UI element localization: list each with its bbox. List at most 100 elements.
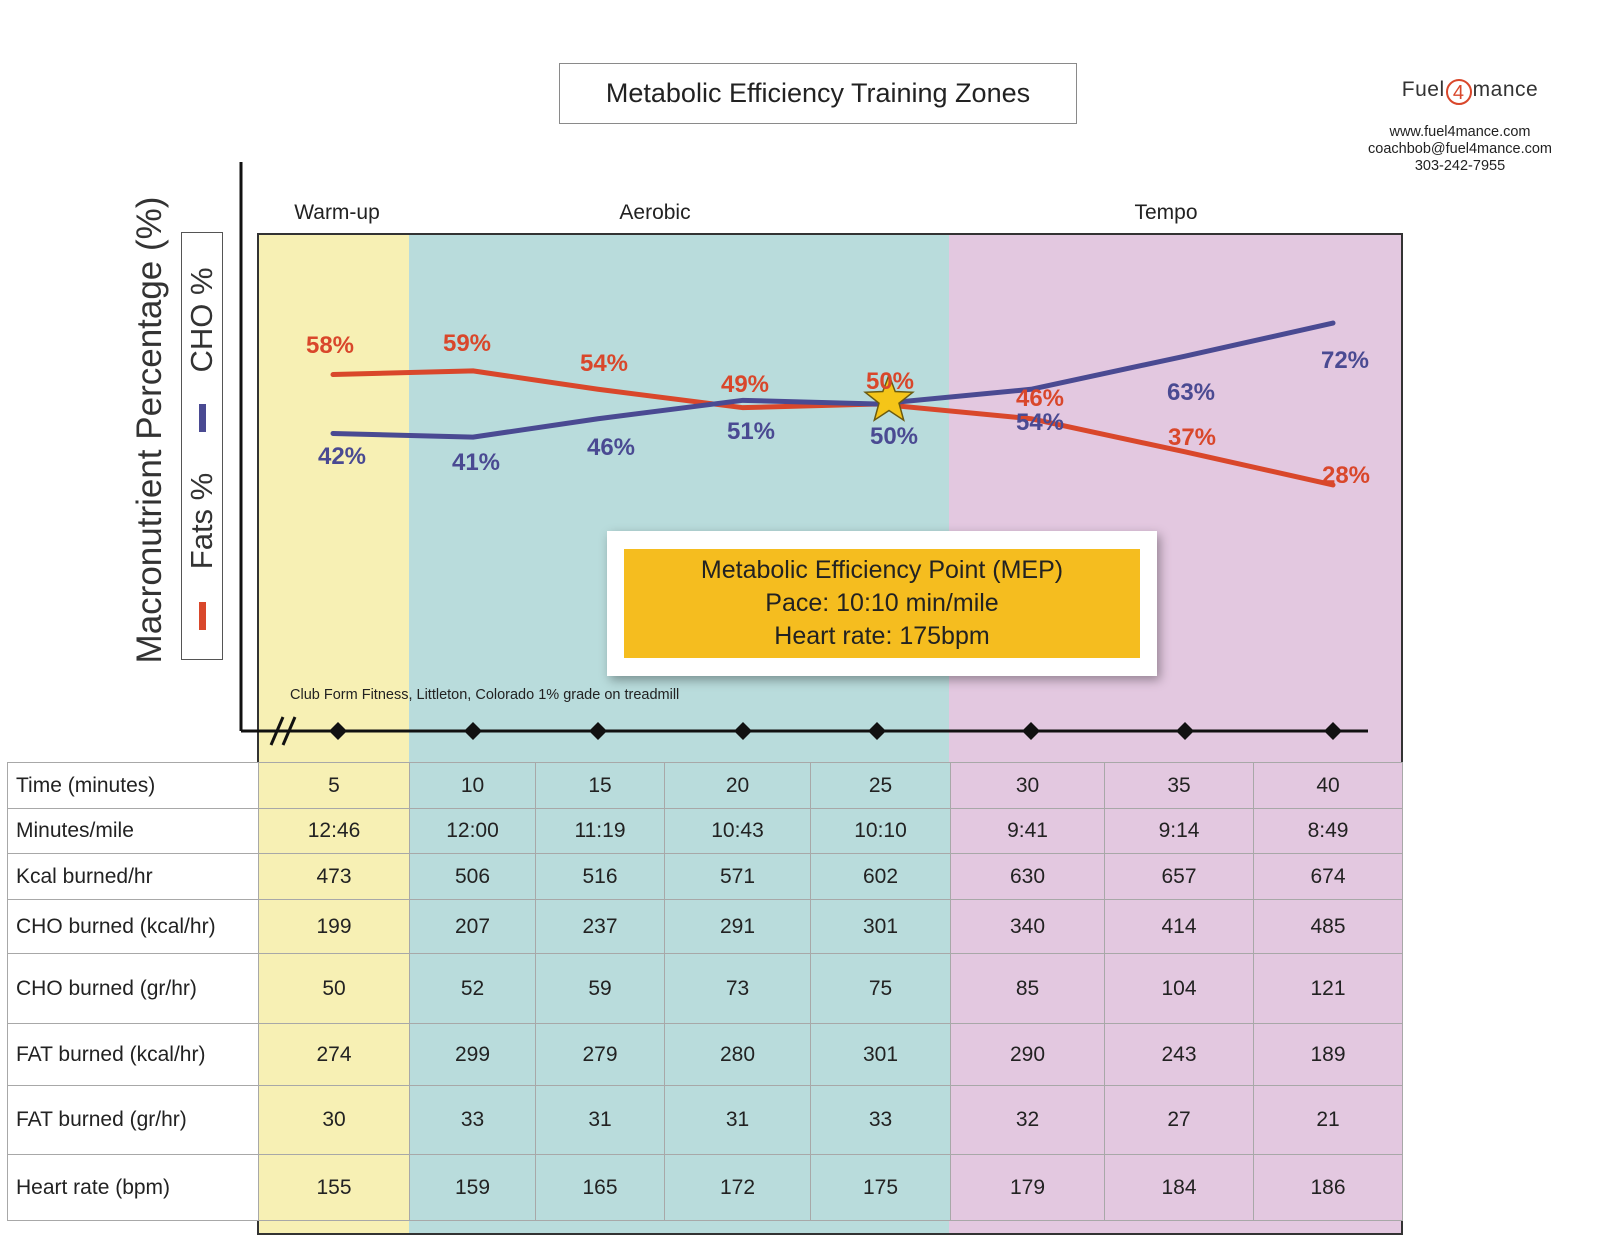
table-row: CHO burned (kcal/hr) 199 207 237 291 301 340 41…	[7, 899, 1403, 954]
table-cell: 630	[950, 853, 1105, 900]
row-label: Kcal burned/hr	[7, 853, 259, 900]
table-cell: 301	[810, 899, 951, 954]
table-cell: 9:14	[1104, 808, 1254, 854]
cho-percent-label-20: 51%	[726, 418, 776, 445]
table-cell: 172	[664, 1154, 811, 1221]
chart-title: Metabolic Efficiency Training Zones	[559, 63, 1077, 124]
table-cell: 184	[1104, 1154, 1254, 1221]
brand-four-circle: 4	[1445, 79, 1472, 105]
fat-percent-label-40: 28%	[1321, 462, 1371, 489]
cho-percent-label-25: 50%	[869, 423, 919, 450]
table-cell: 199	[258, 899, 410, 954]
table-cell: 59	[535, 953, 665, 1024]
table-cell: 179	[950, 1154, 1105, 1221]
table-cell: 602	[810, 853, 951, 900]
table-cell: 207	[409, 899, 536, 954]
table-cell: 104	[1104, 953, 1254, 1024]
fat-percent-label-25: 50%	[865, 368, 915, 395]
table-cell: 31	[664, 1085, 811, 1155]
cho-percent-label-30: 54%	[1015, 409, 1065, 436]
cho-percent-label-10: 41%	[451, 449, 501, 476]
row-label: Heart rate (bpm)	[7, 1154, 259, 1221]
table-cell: 11:19	[535, 808, 665, 854]
table-row: FAT burned (gr/hr) 30 33 31 31 33 32 27 21	[7, 1085, 1403, 1155]
table-cell: 10:10	[810, 808, 951, 854]
website-text: www.fuel4mance.com	[1389, 124, 1531, 140]
table-cell: 121	[1253, 953, 1403, 1024]
table-cell: 290	[950, 1023, 1105, 1086]
table-cell: 50	[258, 953, 410, 1024]
fat-percent-label-30: 46%	[1015, 385, 1065, 412]
table-cell: 75	[810, 953, 951, 1024]
mep-annotation-body: Metabolic Efficiency Point (MEP) Pace: 1…	[624, 549, 1140, 658]
table-cell: 33	[810, 1085, 951, 1155]
cho-percent-label-5: 42%	[317, 443, 367, 470]
x-tick-marker-20	[734, 722, 752, 740]
table-cell: 274	[258, 1023, 410, 1086]
table-cell: 30	[258, 1085, 410, 1155]
mep-star-marker	[863, 372, 915, 422]
mep-line-pace: Pace: 10:10 min/mile	[765, 589, 999, 617]
table-row: Time (minutes) 5 10 15 20 25 30 35 40	[7, 762, 1403, 809]
table-cell: 189	[1253, 1023, 1403, 1086]
row-label: Minutes/mile	[7, 808, 259, 854]
legend	[181, 232, 223, 660]
table-cell: 10	[409, 762, 536, 809]
table-cell: 340	[950, 899, 1105, 954]
row-label: CHO burned (gr/hr)	[7, 953, 259, 1024]
legend-cho-swatch	[199, 404, 206, 432]
table-cell: 8:49	[1253, 808, 1403, 854]
table-cell: 473	[258, 853, 410, 900]
fat-percent-label-20: 49%	[720, 371, 770, 398]
table-cell: 27	[1104, 1085, 1254, 1155]
fat-percent-label-35: 37%	[1167, 424, 1217, 451]
table-cell: 237	[535, 899, 665, 954]
table-cell: 40	[1253, 762, 1403, 809]
row-label: FAT burned (gr/hr)	[7, 1085, 259, 1155]
table-cell: 9:41	[950, 808, 1105, 854]
series-line-cho	[330, 320, 1336, 440]
table-cell: 301	[810, 1023, 951, 1086]
table-cell: 155	[258, 1154, 410, 1221]
table-row: Heart rate (bpm) 155 159 165 172 175 179 184 186	[7, 1154, 1403, 1221]
zone-label-warmup: Warm-up	[294, 201, 380, 224]
table-cell: 20	[664, 762, 811, 809]
x-tick-marker-40	[1324, 722, 1342, 740]
table-row: CHO burned (gr/hr) 50 52 59 73 75 85 104 121	[7, 953, 1403, 1024]
zone-label-aerobic: Aerobic	[619, 201, 691, 224]
table-cell: 30	[950, 762, 1105, 809]
table-cell: 73	[664, 953, 811, 1024]
cho-percent-label-35: 63%	[1166, 379, 1216, 406]
axis-break-mark-2	[281, 716, 297, 746]
table-cell: 291	[664, 899, 811, 954]
table-cell: 279	[535, 1023, 665, 1086]
fat-percent-label-10: 59%	[442, 330, 492, 357]
legend-fat-swatch	[199, 602, 206, 630]
phone-text: 303-242-7955	[1414, 158, 1506, 174]
x-tick-marker-25	[868, 722, 886, 740]
table-cell: 21	[1253, 1085, 1403, 1155]
email-text: coachbob@fuel4mance.com	[1368, 141, 1552, 157]
table-cell: 243	[1104, 1023, 1254, 1086]
mep-annotation-card: Metabolic Efficiency Point (MEP) Pace: 1…	[607, 531, 1157, 676]
table-cell: 85	[950, 953, 1105, 1024]
table-cell: 165	[535, 1154, 665, 1221]
plot-frame	[257, 233, 1403, 1235]
row-label: FAT burned (kcal/hr)	[7, 1023, 259, 1086]
table-cell: 485	[1253, 899, 1403, 954]
table-cell: 280	[664, 1023, 811, 1086]
row-label: Time (minutes)	[7, 762, 259, 809]
table-row: Minutes/mile 12:46 12:00 11:19 10:43 10:10 9:4…	[7, 808, 1403, 854]
brand-logo: Fuel 4 mance	[1370, 78, 1570, 105]
fat-percent-label-5: 58%	[305, 332, 355, 359]
zone-label-tempo: Tempo	[1134, 201, 1198, 224]
footnote: Club Form Fitness, Littleton, Colorado 1…	[290, 687, 680, 703]
x-tick-marker-15	[589, 722, 607, 740]
x-tick-marker-35	[1176, 722, 1194, 740]
table-row: Kcal burned/hr 473 506 516 571 602 630 657 674	[7, 853, 1403, 900]
cho-percent-label-15: 46%	[586, 434, 636, 461]
table-cell: 571	[664, 853, 811, 900]
mep-line-title: Metabolic Efficiency Point (MEP)	[700, 556, 1064, 584]
table-cell: 33	[409, 1085, 536, 1155]
brand-prefix: Fuel	[1401, 78, 1445, 101]
